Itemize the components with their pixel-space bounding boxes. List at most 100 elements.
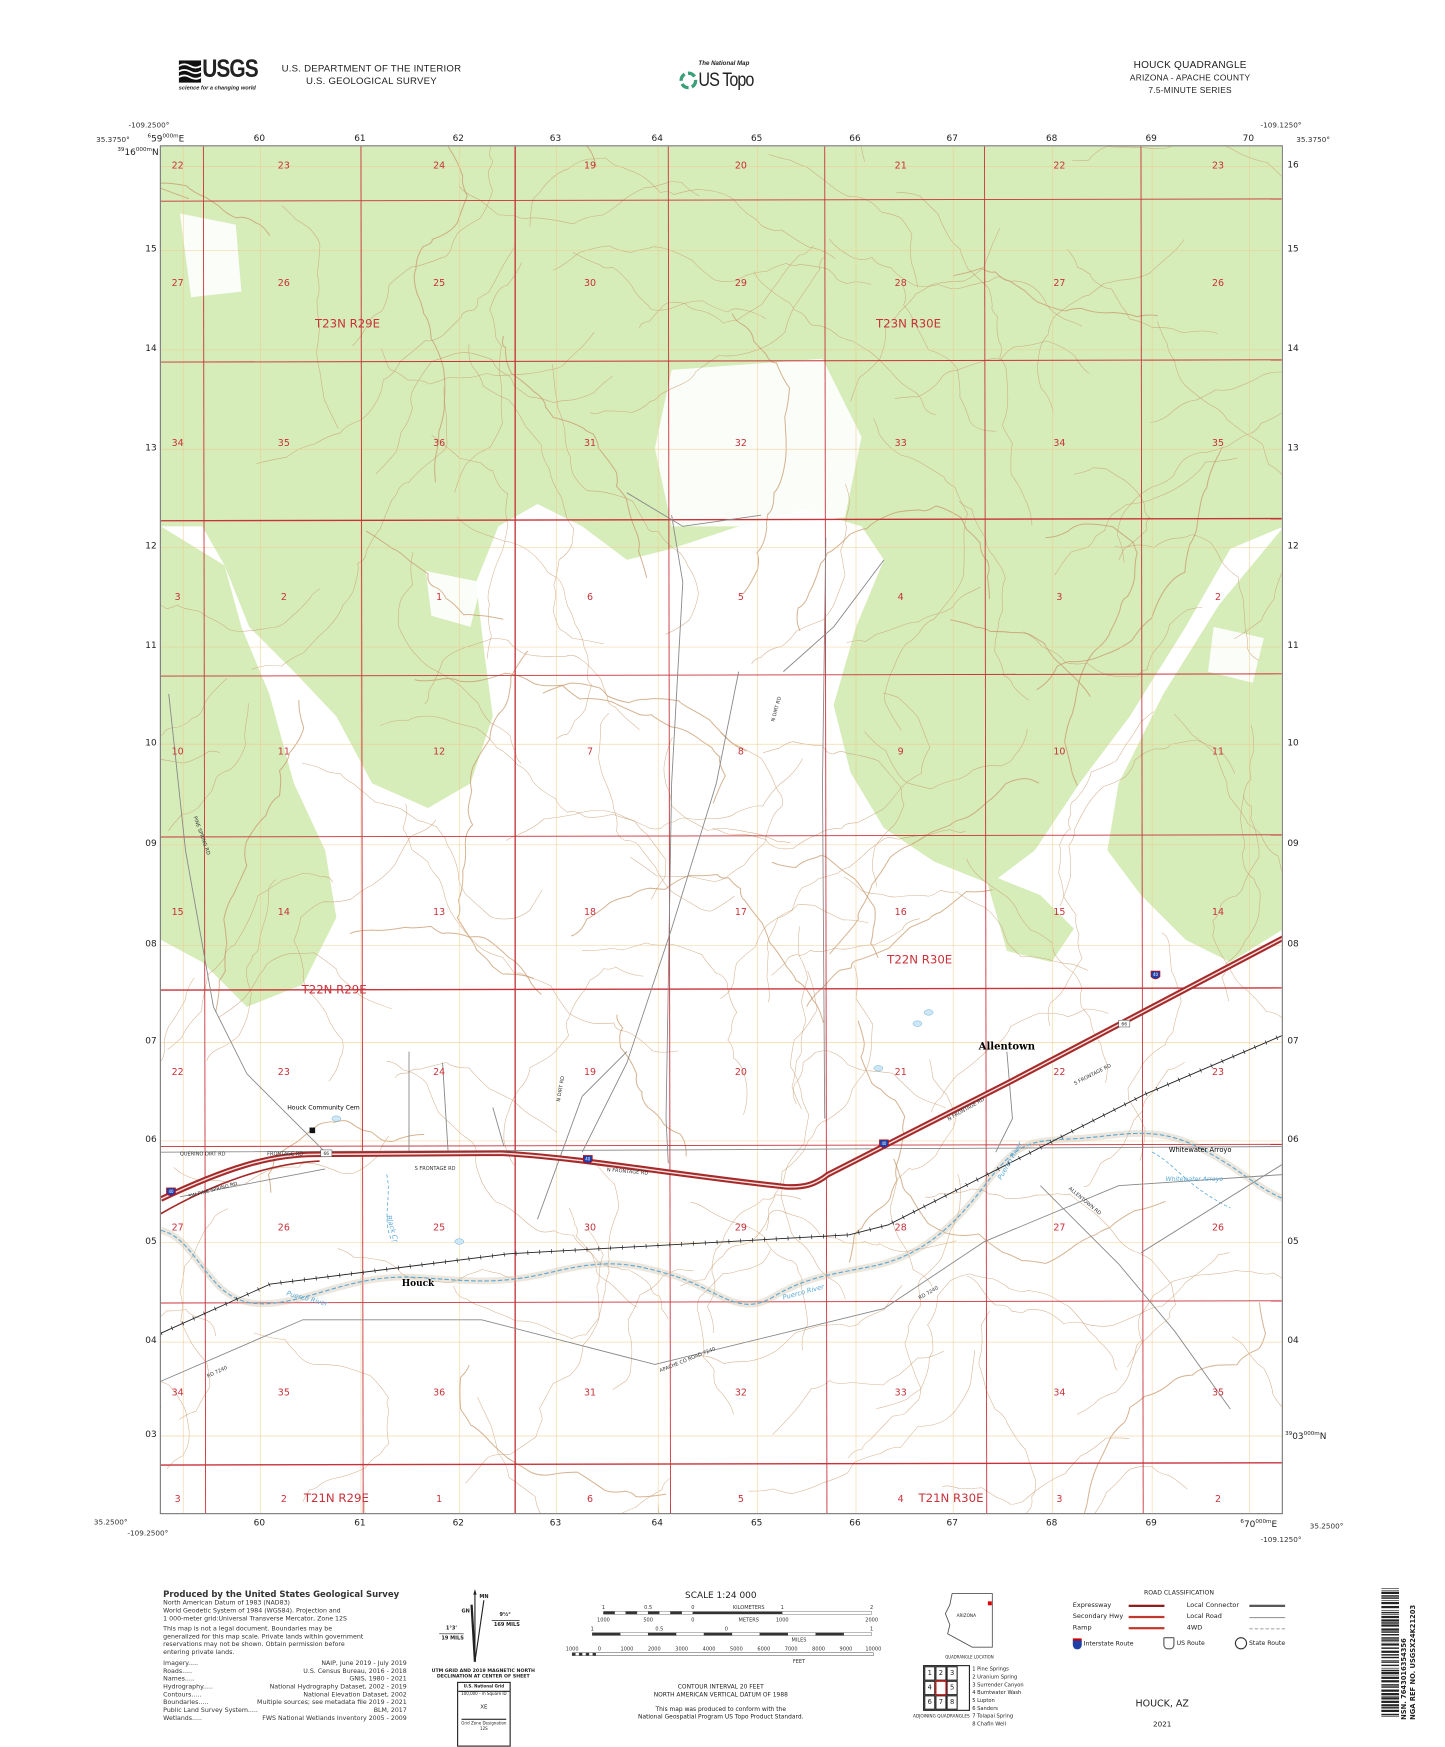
datum-line: 1 000-meter grid:Universal Transverse Me… — [163, 1616, 411, 1624]
nw-latitude: 35.3750° — [96, 135, 130, 144]
source-row: Hydrography.....National Hydrography Dat… — [163, 1684, 407, 1692]
ne-longitude: -109.1250° — [1261, 121, 1302, 130]
feet-label: 8000 — [812, 1647, 825, 1653]
northing-label-left: 08 — [145, 939, 156, 949]
easting-label-bottom: 61 — [354, 1518, 365, 1528]
standard-note: This map was produced to conform with th… — [548, 1706, 894, 1714]
easting-label-bottom: 64 — [652, 1518, 663, 1528]
road-label: N DIRT RD — [771, 696, 784, 723]
road-label: N DIRT RD — [556, 1076, 566, 1103]
road-label: RD 7240 — [918, 1285, 940, 1301]
water-label: Whitewater Arroyo — [1166, 1175, 1224, 1183]
easting-label-top: 69 — [1145, 133, 1156, 143]
section-number: 35 — [1212, 438, 1224, 449]
adjoining-cell: 5 — [947, 1681, 958, 1696]
index-contour — [350, 926, 541, 994]
barcode-bar — [1381, 1675, 1399, 1676]
feet-segment — [586, 1653, 589, 1656]
road-label: RD 7240 — [206, 1365, 228, 1380]
sw-latitude: 35.2500° — [94, 1518, 128, 1527]
section-number: 30 — [584, 1222, 596, 1233]
feet-segment — [593, 1653, 596, 1656]
barcode-bar — [1381, 1690, 1399, 1692]
barcode-bar — [1381, 1637, 1399, 1638]
mile-segment — [760, 1633, 788, 1636]
road-label: S FRONTAGE RD — [415, 1166, 456, 1172]
adjoining-caption: ADJOINING QUADRANGLES — [913, 1713, 970, 1719]
section-number: 26 — [1212, 1222, 1224, 1233]
disclaimer-line: entering private lands. — [163, 1649, 411, 1657]
river-wash — [161, 1133, 1283, 1304]
ne-latitude: 35.3750° — [1296, 135, 1330, 144]
northing-label-left: 05 — [145, 1236, 156, 1246]
barcode-bar — [1381, 1622, 1399, 1623]
section-number: 36 — [433, 1388, 445, 1399]
interstate-40 — [161, 938, 1283, 1199]
department-block: U.S. DEPARTMENT OF THE INTERIOR U.S. GEO… — [282, 63, 462, 88]
section-number: 21 — [895, 161, 907, 172]
km-segment — [693, 1611, 782, 1614]
usgs-wordmark: USGS — [202, 57, 257, 82]
section-number: 3 — [175, 592, 181, 603]
datum-text: North American Datum of 1983 (NAD83) Wor… — [163, 1600, 411, 1623]
km-segment — [626, 1611, 637, 1614]
section-number: 1 — [436, 1494, 442, 1505]
feet-label: 0 — [598, 1647, 601, 1653]
section-number: 33 — [895, 438, 907, 449]
section-number: 36 — [433, 438, 445, 449]
sheet-name: HOUCK, AZ — [1095, 1699, 1229, 1711]
section-number: 30 — [584, 278, 596, 289]
northing-label-right: 12 — [1287, 541, 1298, 551]
section-number: 10 — [1053, 746, 1065, 757]
section-number: 16 — [895, 907, 907, 918]
road-class-title: ROAD CLASSIFICATION — [1073, 1590, 1285, 1597]
easting-label-bottom: 65 — [751, 1518, 762, 1528]
adjoining-quad-name: 4 Burntwater Wash — [972, 1690, 1023, 1698]
barcode-bar — [1381, 1643, 1399, 1645]
section-number: 2 — [1215, 1494, 1221, 1505]
section-number: 8 — [738, 746, 744, 757]
meter-label: 1000 — [776, 1617, 789, 1623]
barcode-bar — [1381, 1707, 1399, 1708]
barcode-bar — [1381, 1661, 1399, 1662]
meter-label: METERS — [739, 1617, 759, 1623]
section-number: 31 — [584, 1388, 596, 1399]
disclaimer: This map is not a legal document. Bounda… — [163, 1626, 411, 1657]
easting-label-bottom: 63 — [550, 1518, 561, 1528]
km-label: 1 — [781, 1605, 784, 1611]
sw-longitude: -109.2500° — [127, 1529, 168, 1538]
northing-label-right: 14 — [1287, 343, 1298, 353]
feet-label: 9000 — [840, 1647, 853, 1653]
feet-bar — [572, 1653, 873, 1656]
contour-interval: CONTOUR INTERVAL 20 FEET — [548, 1684, 894, 1692]
disclaimer-line: reservations may not be shown. Obtain pe… — [163, 1642, 411, 1650]
section-number: 6 — [587, 1494, 593, 1505]
section-number: 4 — [898, 1494, 904, 1505]
source-row: Boundaries.....Multiple sources; see met… — [163, 1700, 407, 1708]
source-name: Roads..... — [163, 1668, 192, 1676]
scale-title: SCALE 1:24 000 — [548, 1590, 894, 1601]
section-number: 24 — [433, 1067, 445, 1078]
interstate-median — [161, 938, 1283, 1199]
interstate-layer — [161, 938, 1283, 1214]
map-frame[interactable]: T23N R29E T23N R30E T22N R29E T22N R30E … — [160, 145, 1283, 1514]
pond — [332, 1116, 341, 1122]
usng-zone: 12S — [458, 1726, 509, 1731]
vertical-datum: NORTH AMERICAN VERTICAL DATUM OF 1988 — [548, 1692, 894, 1700]
township-label: T21N R30E — [917, 1491, 983, 1505]
barcode-bar — [1381, 1696, 1399, 1697]
section-number: 15 — [172, 907, 184, 918]
northing-label-left: 06 — [145, 1134, 156, 1144]
source-value: NAIP, June 2019 - July 2019 — [321, 1661, 406, 1669]
section-number: 6 — [587, 592, 593, 603]
utm-first-easting: 659000mE — [148, 133, 185, 144]
section-number: 22 — [172, 1067, 184, 1078]
source-row: Imagery.....NAIP, June 2019 - July 2019 — [163, 1661, 407, 1669]
disclaimer-line: generalized for this map scale. Private … — [163, 1634, 411, 1642]
index-contour — [543, 683, 747, 751]
road — [1040, 1186, 1230, 1410]
section-number: 2 — [281, 1494, 287, 1505]
source-row: Names.....GNIS, 1980 - 2021 — [163, 1676, 407, 1684]
